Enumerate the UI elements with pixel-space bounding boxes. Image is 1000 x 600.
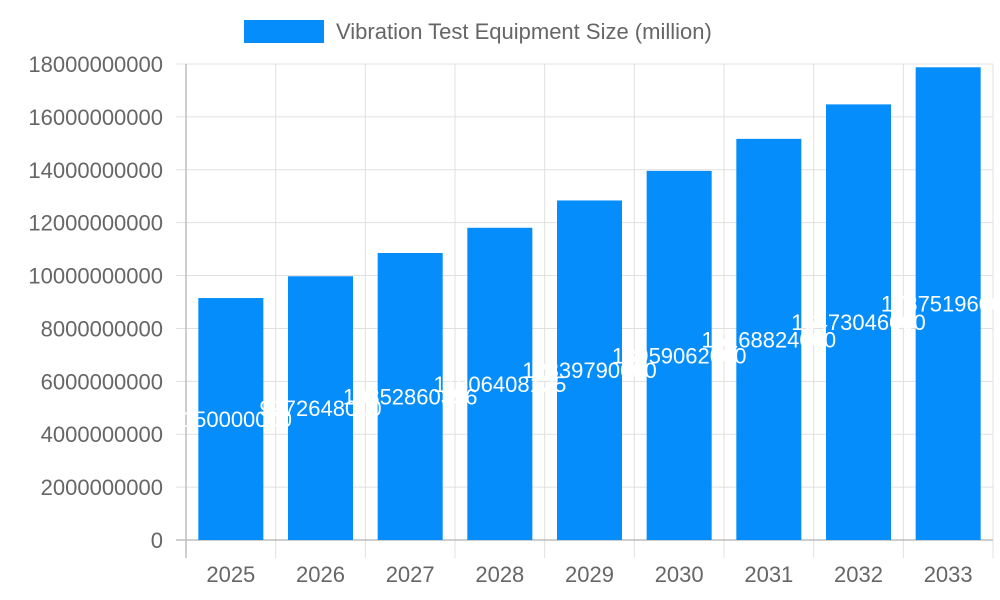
bar-2026 xyxy=(288,276,353,540)
y-tick-label: 0 xyxy=(151,528,163,553)
bar-2029 xyxy=(557,200,622,540)
x-tick-label: 2033 xyxy=(924,562,973,587)
data-label: 17875196000 xyxy=(881,292,1000,317)
x-tick-label: 2026 xyxy=(296,562,345,587)
data-label: 9150000000 xyxy=(170,407,292,432)
bar-2032 xyxy=(826,104,891,540)
y-tick-label: 10000000000 xyxy=(28,264,163,289)
x-tick-label: 2031 xyxy=(744,562,793,587)
data-label: 10852860356 xyxy=(343,385,478,410)
bar-2033 xyxy=(915,67,981,541)
y-tick-label: 8000000000 xyxy=(41,316,163,341)
y-tick-label: 18000000000 xyxy=(28,52,163,77)
x-tick-label: 2028 xyxy=(475,562,524,587)
bar-2031 xyxy=(736,138,802,540)
legend-swatch xyxy=(244,20,324,43)
y-tick-label: 4000000000 xyxy=(41,422,163,447)
y-tick-label: 6000000000 xyxy=(41,369,163,394)
y-tick-label: 2000000000 xyxy=(41,475,163,500)
data-label: 15168824000 xyxy=(702,327,837,352)
legend-label: Vibration Test Equipment Size (million) xyxy=(336,19,712,44)
y-tick-label: 12000000000 xyxy=(28,211,163,236)
data-label: 12839790000 xyxy=(522,358,657,383)
bar-2028 xyxy=(467,227,533,540)
data-label: 13959062000 xyxy=(612,343,747,368)
x-tick-label: 2027 xyxy=(386,562,435,587)
y-tick-label: 14000000000 xyxy=(28,158,163,183)
bar-2025 xyxy=(198,298,264,540)
data-label: 16473046000 xyxy=(791,310,926,335)
bar-2027 xyxy=(377,253,443,540)
data-label: 9972648000 xyxy=(259,396,381,421)
x-tick-label: 2029 xyxy=(565,562,614,587)
bar-2030 xyxy=(646,170,712,541)
y-tick-label: 16000000000 xyxy=(28,105,163,130)
x-tick-label: 2030 xyxy=(655,562,704,587)
x-tick-label: 2032 xyxy=(834,562,883,587)
x-tick-label: 2025 xyxy=(206,562,255,587)
data-label: 11806408125 xyxy=(433,372,566,397)
